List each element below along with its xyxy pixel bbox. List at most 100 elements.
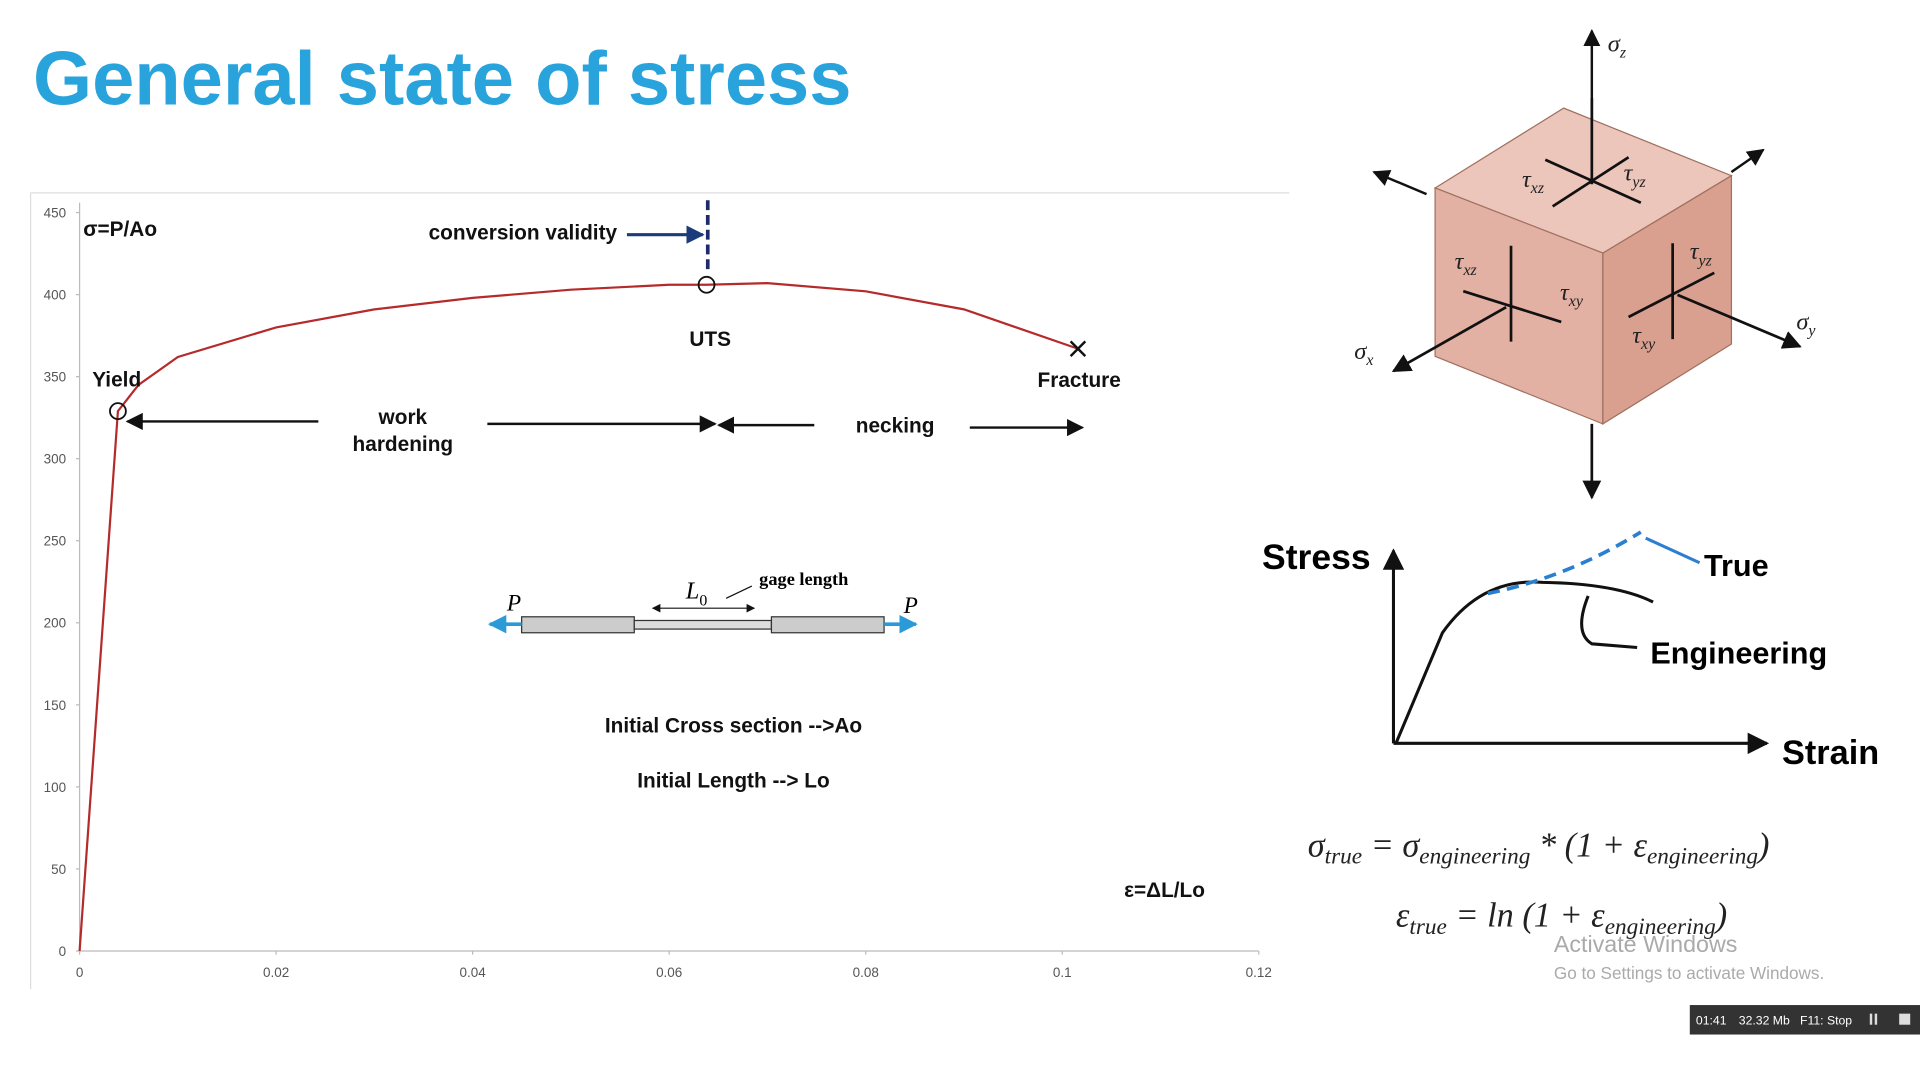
x-tick-label: 0.02 <box>263 965 289 980</box>
stress-label: τxz <box>1522 166 1544 197</box>
length-subscript: 0 <box>699 593 707 610</box>
formula-subscript: engineering <box>1647 844 1758 870</box>
stress-subscript: yz <box>1630 174 1645 191</box>
length-symbol: L <box>685 577 700 604</box>
stress-strain-curve <box>78 282 1079 952</box>
formula-text: * (1 + ε <box>1530 826 1647 864</box>
annotation: work <box>378 406 428 429</box>
formula-text: ) <box>1714 896 1727 934</box>
stress-symbol: τ <box>1455 248 1465 275</box>
length-label: L0 <box>685 577 708 609</box>
y-tick-label: 350 <box>44 370 66 385</box>
stress-label: τyz <box>1624 160 1646 191</box>
pause-button[interactable] <box>1869 1013 1873 1025</box>
gage-label: gage length <box>759 569 848 589</box>
stress-symbol: τ <box>1560 279 1570 306</box>
stress-label: σz <box>1608 31 1626 62</box>
annotation: necking <box>856 414 935 437</box>
pause-button[interactable] <box>1874 1013 1878 1025</box>
recorder-bar: 01:41 32.32 Mb F11: Stop <box>1689 1005 1920 1035</box>
marker <box>697 275 716 294</box>
formula-subscript: true <box>1409 914 1446 940</box>
recorder-memory: 32.32 Mb <box>1739 1014 1790 1028</box>
stress-label: τyz <box>1690 238 1712 269</box>
stress-symbol: τ <box>1522 166 1532 193</box>
formula: εtrue = ln (1 + εengineering) <box>1396 896 1727 939</box>
sketch-y-label: Stress <box>1262 537 1371 577</box>
x-tick-label: 0.08 <box>853 965 879 980</box>
formula-subscript: true <box>1325 844 1362 870</box>
watermark: Activate Windows Go to Settings to activ… <box>1554 931 1824 983</box>
y-tick-label: 450 <box>44 205 66 220</box>
stress-subscript: xy <box>1568 293 1584 310</box>
formula-text: = σ <box>1362 826 1421 864</box>
y-tick-label: 150 <box>44 698 66 713</box>
annotation: conversion validity <box>429 222 618 245</box>
formula: σtrue = σengineering * (1 + εengineering… <box>1308 826 1770 869</box>
recorder-stop[interactable]: F11: Stop <box>1800 1014 1852 1028</box>
chart-frame <box>30 192 1290 990</box>
y-tick-label: 100 <box>44 780 66 795</box>
annotation: Initial Cross section -->Ao <box>605 714 862 737</box>
stress-symbol: τ <box>1624 160 1634 187</box>
formula-subscript: engineering <box>1605 914 1716 940</box>
annotation: Initial Length --> Lo <box>637 770 829 793</box>
x-tick-label: 0.12 <box>1246 965 1272 980</box>
y-axis-label: σ=P/Ao <box>83 218 157 241</box>
y-tick-label: 50 <box>51 862 66 877</box>
stress-label: τxz <box>1455 248 1477 279</box>
annotation: hardening <box>353 433 454 456</box>
watermark-title: Activate Windows <box>1554 931 1738 957</box>
stress-symbol: σ <box>1608 31 1621 58</box>
y-tick-label: 0 <box>59 944 66 959</box>
stress-subscript: yz <box>1697 252 1712 269</box>
formula-text: ε <box>1396 896 1410 934</box>
stress-subscript: xz <box>1462 262 1476 279</box>
stress-symbol: τ <box>1632 322 1642 349</box>
sketch-true-label: True <box>1704 549 1769 583</box>
y-tick-label: 250 <box>44 534 66 549</box>
y-tick-label: 300 <box>44 452 66 467</box>
formula-subscript: engineering <box>1419 844 1530 870</box>
x-tick-label: 0 <box>76 965 83 980</box>
stress-symbol: σ <box>1796 308 1809 335</box>
formula-text: ) <box>1756 826 1769 864</box>
formula-text: = ln (1 + ε <box>1447 896 1605 934</box>
stress-symbol: σ <box>1354 338 1367 365</box>
recorder-time: 01:41 <box>1696 1014 1727 1028</box>
marker-label: Fracture <box>1038 369 1121 392</box>
x-axis-label: ε=ΔL/Lo <box>1124 879 1205 902</box>
marker <box>109 402 127 421</box>
range-arrows <box>125 412 1085 437</box>
specimen <box>487 585 918 634</box>
stress-label: σx <box>1354 338 1373 369</box>
stress-subscript: xy <box>1640 336 1656 353</box>
marker <box>1069 340 1087 357</box>
marker-label: Yield <box>92 369 141 392</box>
stop-button[interactable] <box>1899 1013 1911 1025</box>
load-label: P <box>903 593 918 619</box>
stress-subscript: x <box>1365 352 1373 369</box>
slide-title: General state of stress <box>33 36 851 121</box>
stress-subscript: z <box>1619 45 1626 62</box>
load-label: P <box>506 591 521 617</box>
stress-strain-sketch <box>1382 530 1770 755</box>
y-tick-label: 400 <box>44 288 66 303</box>
stress-label: σy <box>1796 308 1816 339</box>
x-tick-label: 0.04 <box>460 965 487 980</box>
x-tick-label: 0.06 <box>656 965 682 980</box>
sketch-x-label: Strain <box>1782 734 1879 772</box>
watermark-subtitle: Go to Settings to activate Windows. <box>1554 963 1824 983</box>
stress-subscript: xz <box>1530 180 1544 197</box>
y-tick-label: 200 <box>44 616 66 631</box>
stress-label: τxy <box>1560 279 1584 310</box>
x-tick-label: 0.1 <box>1053 965 1072 980</box>
marker-label: UTS <box>689 328 731 351</box>
stress-cube <box>1372 28 1802 500</box>
stress-symbol: τ <box>1690 238 1700 265</box>
stress-subscript: y <box>1806 322 1816 339</box>
stress-label: τxy <box>1632 322 1656 353</box>
sketch-engineering-label: Engineering <box>1650 636 1827 670</box>
formula-text: σ <box>1308 826 1327 864</box>
